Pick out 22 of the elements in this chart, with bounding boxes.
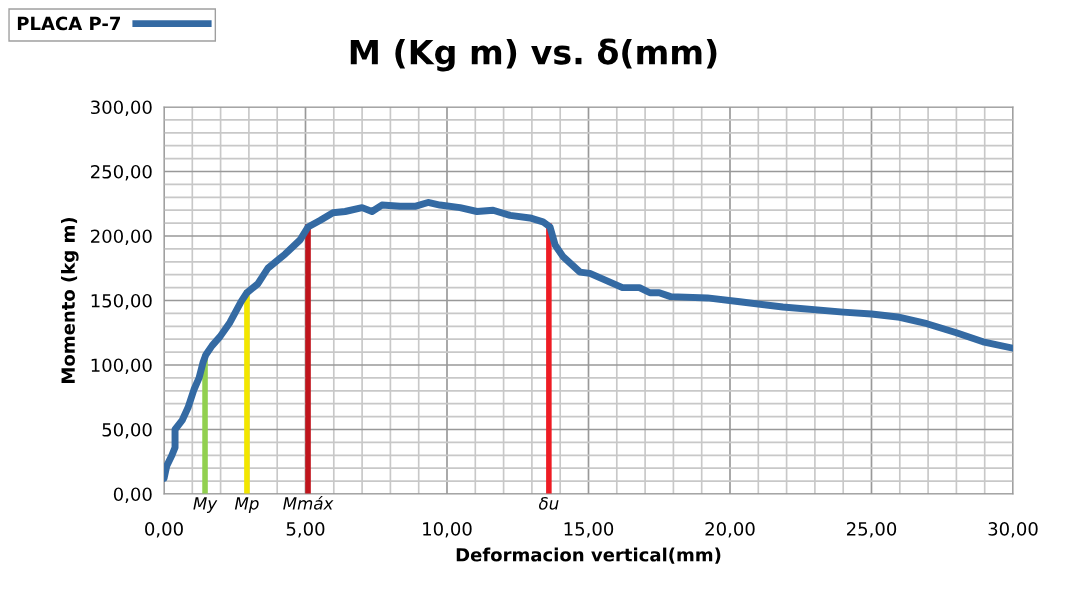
y-tick-label: 300,00 [91, 100, 152, 116]
y-tick-label: 200,00 [91, 229, 152, 245]
y-tick-label: 100,00 [91, 358, 152, 374]
y-tick-label: 150,00 [91, 293, 152, 310]
x-tick-label: 10,00 [423, 522, 472, 538]
legend-label: PLACA P-7 [17, 16, 121, 31]
y-tick-label: 0,00 [113, 487, 152, 503]
y-axis-title: Momento (kg m) [60, 217, 79, 383]
x-tick-label: 20,00 [705, 522, 755, 538]
ref-line-label: Mp [234, 497, 259, 513]
ref-line-label: Mmáx [283, 496, 334, 510]
y-tick-label: 250,00 [91, 164, 152, 181]
x-tick-label: 25,00 [846, 522, 897, 538]
y-tick-label: 50,00 [102, 422, 152, 439]
ref-line-label: δu [538, 497, 559, 510]
x-tick-label: 30,00 [988, 522, 1038, 538]
x-axis-title: Deformacion vertical(mm) [456, 547, 721, 564]
chart-title: M (Kg m) vs. δ(mm) [350, 38, 717, 72]
x-tick-label: 0,00 [145, 522, 183, 538]
x-tick-label: 15,00 [564, 522, 614, 538]
x-tick-label: 5,00 [286, 522, 325, 538]
ref-line-label: My [193, 497, 218, 513]
